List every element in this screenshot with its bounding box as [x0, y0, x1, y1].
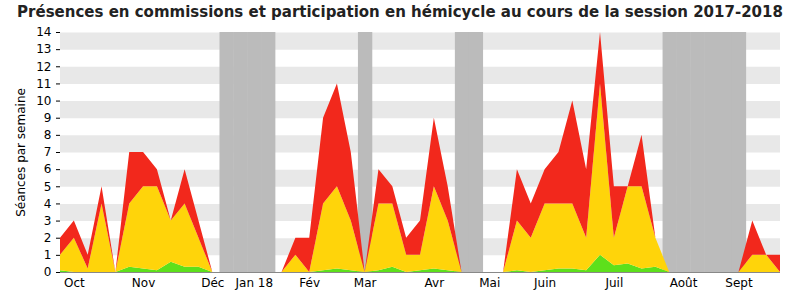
svg-text:4: 4 — [44, 197, 52, 211]
html-text:Présences en commissions et pa: Présences en commissions et participatio… — [17, 3, 783, 21]
svg-text:Août: Août — [670, 276, 698, 290]
svg-text:Juil: Juil — [604, 276, 623, 290]
svg-text:0: 0 — [44, 265, 52, 279]
svg-text:Jan 18: Jan 18 — [235, 276, 274, 290]
svg-text:Mai: Mai — [479, 276, 500, 290]
svg-text:1: 1 — [44, 248, 52, 262]
svg-text:5: 5 — [44, 180, 52, 194]
svg-text:Oct: Oct — [64, 276, 85, 290]
svg-text:Juin: Juin — [533, 276, 556, 290]
svg-text:Sept: Sept — [725, 276, 753, 290]
svg-text:9: 9 — [44, 111, 52, 125]
svg-text:6: 6 — [44, 162, 52, 176]
svg-text:Avr: Avr — [425, 276, 445, 290]
svg-text:13: 13 — [36, 42, 51, 56]
svg-text:Déc: Déc — [201, 276, 224, 290]
svg-text:8: 8 — [44, 128, 52, 142]
svg-text:Nov: Nov — [132, 276, 155, 290]
svg-text:12: 12 — [36, 60, 51, 74]
svg-text:2: 2 — [44, 231, 52, 245]
svg-text:10: 10 — [36, 94, 51, 108]
svg-text:Séances par semaine: Séances par semaine — [14, 88, 28, 217]
svg-text:7: 7 — [44, 145, 52, 159]
svg-text:3: 3 — [44, 214, 52, 228]
svg-text:Mar: Mar — [354, 276, 377, 290]
svg-text:14: 14 — [36, 25, 51, 39]
svg-text:11: 11 — [36, 77, 51, 91]
svg-text:Fév: Fév — [299, 276, 320, 290]
